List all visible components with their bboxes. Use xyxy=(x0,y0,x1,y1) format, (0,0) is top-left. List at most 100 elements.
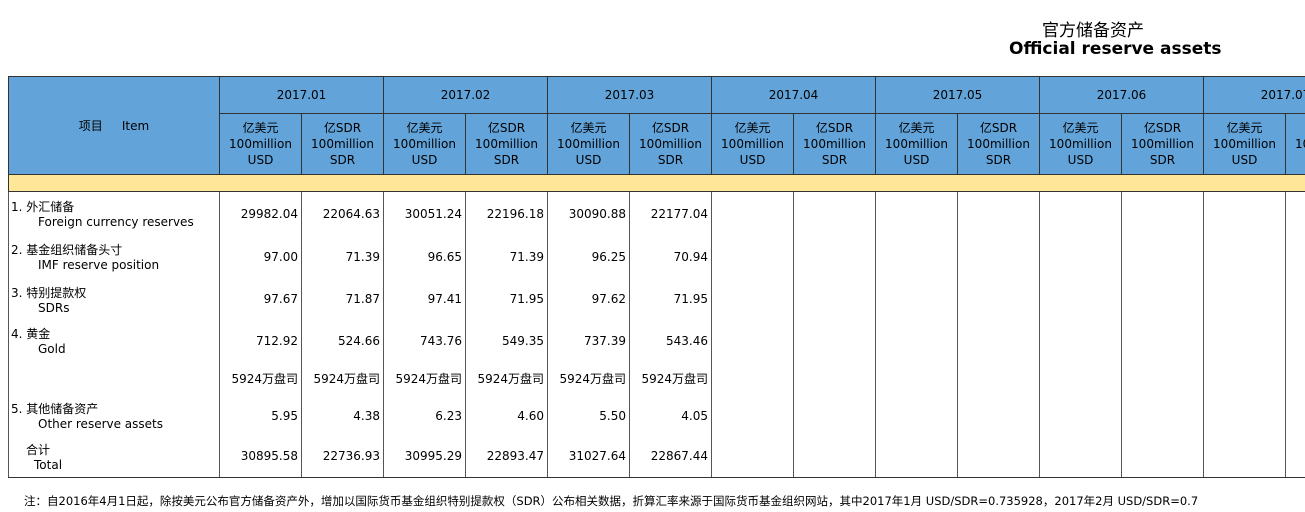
value-cell: 549.35 xyxy=(465,320,548,361)
row-label-zh: 合计 xyxy=(26,442,51,457)
row-label-en: Other reserve assets xyxy=(38,417,164,431)
band-row xyxy=(8,174,1305,192)
row-label-zh: 3. 特别提款权 xyxy=(11,285,87,300)
value-cell: 71.95 xyxy=(465,277,548,321)
value-cell: 71.87 xyxy=(301,277,384,321)
value-cell xyxy=(793,395,876,436)
value-cell: 712.92 xyxy=(219,320,302,361)
unit-line: 亿美元 xyxy=(1226,121,1263,135)
unit-line: 亿美元 xyxy=(406,121,443,135)
unit-header: 亿SDR 100million SDR xyxy=(629,113,712,175)
unit-line: USD xyxy=(575,153,602,167)
value-cell: 30090.88 xyxy=(547,191,630,236)
row-label-en: IMF reserve position xyxy=(38,258,160,272)
unit-line: 100million xyxy=(1049,137,1112,151)
value-cell xyxy=(1121,235,1204,278)
value-cell: 30895.58 xyxy=(219,435,302,478)
value-cell: 96.65 xyxy=(383,235,466,278)
unit-line: USD xyxy=(247,153,274,167)
month-header: 2017.05 xyxy=(875,76,1040,114)
unit-line: 100million xyxy=(1213,137,1276,151)
unit-line: 100million xyxy=(557,137,620,151)
value-cell: 22196.18 xyxy=(465,191,548,236)
value-cell: 30995.29 xyxy=(383,435,466,478)
value-cell xyxy=(957,235,1040,278)
value-cell: 30051.24 xyxy=(383,191,466,236)
value-cell: 22736.93 xyxy=(301,435,384,478)
unit-line: 100million xyxy=(721,137,784,151)
value-cell xyxy=(1121,277,1204,321)
value-cell xyxy=(1121,360,1204,396)
reserve-table: 项目 Item 2017.01 2017.02 2017.03 2017.04 2017.… xyxy=(8,76,1305,478)
unit-line: 亿SDR xyxy=(815,121,854,135)
row-label-zh: 5. 其他储备资产 xyxy=(11,402,99,416)
unit-line: 亿美元 xyxy=(898,121,935,135)
row-label-zh: 1. 外汇储备 xyxy=(11,200,75,215)
value-cell xyxy=(1121,435,1204,478)
value-cell: 5924万盘司 xyxy=(383,360,466,396)
value-cell xyxy=(1285,191,1305,236)
unit-header: 亿美元 100million USD xyxy=(1039,113,1122,175)
unit-line: 亿SDR xyxy=(979,121,1018,135)
data-row: 5924万盘司 5924万盘司 5924万盘司 5924万盘司 5924万盘司 5924万… xyxy=(8,360,1305,396)
value-cell xyxy=(1203,395,1286,436)
value-cell xyxy=(1039,235,1122,278)
unit-line: 亿SDR xyxy=(1287,120,1305,136)
unit-line: SDR xyxy=(821,153,848,167)
data-row: 4. 黄金 Gold 712.92 524.66 743.76 549.35 737.39 5… xyxy=(8,320,1305,361)
row-label: 4. 黄金 Gold xyxy=(8,320,220,361)
value-cell: 4.38 xyxy=(301,395,384,436)
unit-line: SDR xyxy=(329,153,356,167)
value-cell: 5924万盘司 xyxy=(629,360,712,396)
data-row: 合计 Total 30895.58 22736.93 30995.29 22893.47 3… xyxy=(8,435,1305,478)
value-cell: 97.67 xyxy=(219,277,302,321)
row-label-zh: 4. 黄金 xyxy=(11,327,51,341)
row-label-en: Total xyxy=(34,457,63,472)
value-cell xyxy=(1039,320,1122,361)
unit-header: 亿美元 100million USD xyxy=(711,113,794,175)
unit-line: 亿美元 xyxy=(242,121,279,135)
item-zh: 项目 xyxy=(78,119,103,133)
value-cell xyxy=(711,395,794,436)
unit-line: 亿SDR xyxy=(487,121,526,135)
value-cell xyxy=(1039,191,1122,236)
value-cell xyxy=(1285,235,1305,278)
value-cell: 71.95 xyxy=(629,277,712,321)
row-label: 1. 外汇储备 Foreign currency reserves xyxy=(8,191,220,236)
unit-line: 亿SDR xyxy=(651,121,690,135)
unit-line: SDR xyxy=(985,153,1012,167)
value-cell: 5924万盘司 xyxy=(301,360,384,396)
unit-line: USD xyxy=(1231,153,1258,167)
unit-line: USD xyxy=(411,153,438,167)
value-cell xyxy=(711,320,794,361)
data-row: 1. 外汇储备 Foreign currency reserves 29982.04… xyxy=(8,191,1305,236)
item-en: Item xyxy=(121,119,150,133)
data-row: 2. 基金组织储备头寸 IMF reserve position 97.00 71.3… xyxy=(8,235,1305,278)
value-cell: 22893.47 xyxy=(465,435,548,478)
unit-line: 亿美元 xyxy=(1062,121,1099,135)
value-cell xyxy=(1285,395,1305,436)
value-cell xyxy=(1285,435,1305,478)
data-row: 5. 其他储备资产 Other reserve assets 5.95 4.38 6.2… xyxy=(8,395,1305,436)
unit-line: 100million xyxy=(639,137,702,151)
value-cell xyxy=(711,360,794,396)
unit-line: SDR xyxy=(657,153,684,167)
value-cell: 5.95 xyxy=(219,395,302,436)
value-cell: 5924万盘司 xyxy=(547,360,630,396)
value-cell: 5924万盘司 xyxy=(465,360,548,396)
value-cell xyxy=(875,435,958,478)
value-cell: 5924万盘司 xyxy=(219,360,302,396)
value-cell xyxy=(793,277,876,321)
month-header: 2017.04 xyxy=(711,76,876,114)
footnote: 注：自2016年4月1日起，除按美元公布官方储备资产外，增加以国际货币基金组织特… xyxy=(24,494,1199,508)
row-label: 合计 Total xyxy=(8,435,220,478)
title-zh: 官方储备资产 xyxy=(1042,21,1144,41)
unit-line: USD xyxy=(1067,153,1094,167)
value-cell xyxy=(793,360,876,396)
value-cell xyxy=(1285,320,1305,361)
unit-header: 亿美元 100million USD xyxy=(875,113,958,175)
value-cell xyxy=(793,191,876,236)
unit-header: 亿美元 100million USD xyxy=(547,113,630,175)
